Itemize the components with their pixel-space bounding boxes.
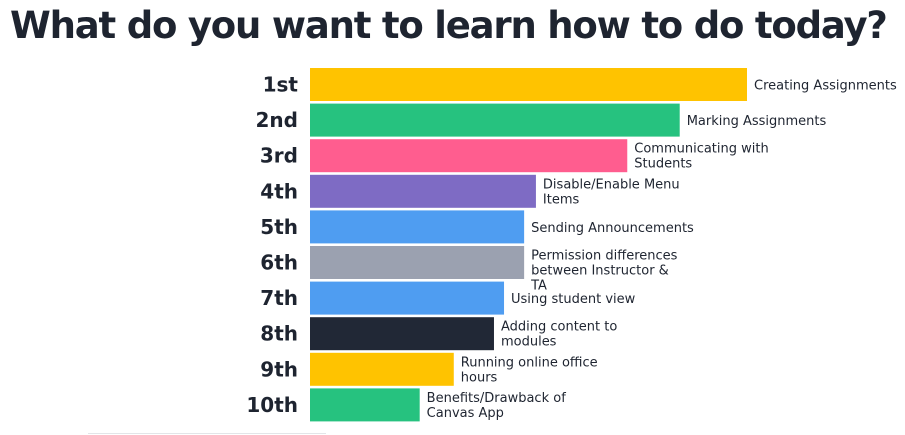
category-label: Adding content to modules [501,320,617,350]
rank-label: 1st [263,73,299,97]
rank-label: 6th [260,251,298,275]
rank-label: 2nd [256,108,298,132]
bar [310,388,420,422]
bar [310,139,628,173]
bar [310,352,454,386]
category-label: Sending Announcements [531,221,694,236]
rank-label: 3rd [260,144,298,168]
bar [310,174,536,208]
bar [310,68,747,101]
rank-label: 7th [260,286,298,310]
category-label: Running online office hours [461,355,598,385]
bar [310,246,525,279]
page-title: What do you want to learn how to do toda… [10,4,888,47]
rank-label: 4th [260,179,298,203]
divider [88,433,326,434]
category-label: Disable/Enable Menu Items [543,177,680,207]
category-label: Permission differences between Instructor… [530,249,678,294]
rank-label: 8th [260,322,298,346]
rank-label: 10th [246,393,298,417]
rank-label: 5th [260,215,298,239]
category-label: Using student view [511,292,636,307]
category-label: Benefits/Drawback of Canvas App [427,391,567,421]
bar [310,317,494,351]
bar [310,281,505,315]
category-label: Communicating with Students [634,142,768,172]
rank-label: 9th [260,357,298,381]
bar [310,103,680,137]
category-label: Creating Assignments [754,79,897,94]
bar [310,210,525,244]
category-label: Marking Assignments [687,114,827,129]
